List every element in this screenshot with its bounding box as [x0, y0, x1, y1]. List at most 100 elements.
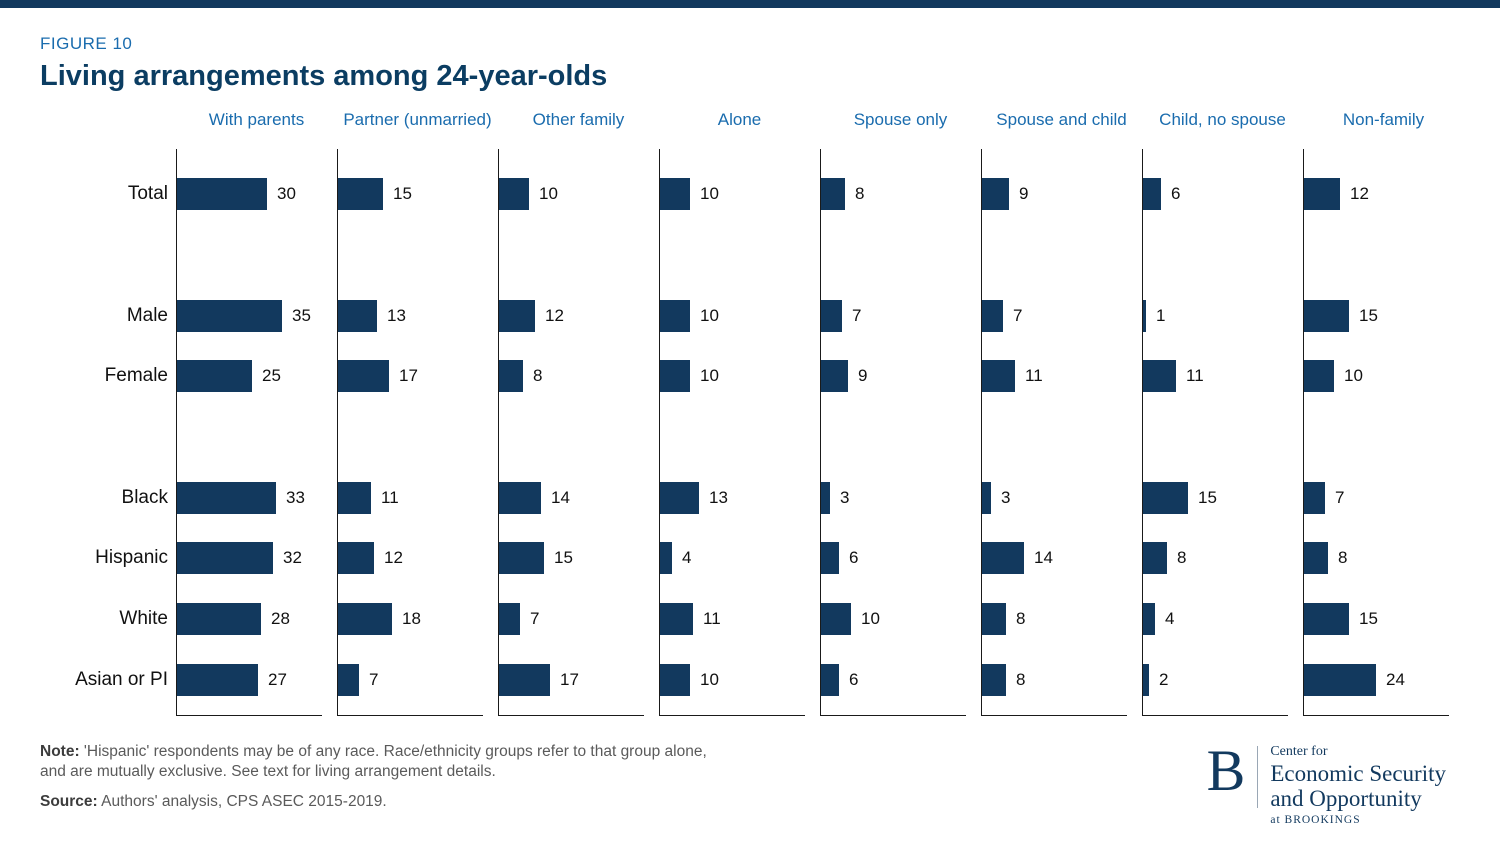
bar [660, 178, 690, 210]
bar [499, 664, 550, 696]
bar [1143, 482, 1188, 514]
bar [660, 542, 672, 574]
bar-value: 17 [560, 670, 579, 689]
bar-value: 9 [858, 366, 868, 385]
source-body: Authors' analysis, CPS ASEC 2015-2019. [101, 793, 387, 811]
bar-value: 10 [1344, 366, 1363, 385]
bar-value: 7 [852, 306, 862, 325]
bar-value: 7 [1013, 306, 1023, 325]
bar-value: 15 [1198, 488, 1217, 507]
mini-chart: Alone 10 10 10 13 4 11 10 [659, 109, 820, 716]
bar-value: 28 [271, 609, 290, 628]
bar-value: 8 [1177, 548, 1187, 567]
bar-value: 13 [387, 306, 406, 325]
figure-footer: Note: 'Hispanic' respondents may be of a… [40, 742, 1464, 827]
bar [499, 360, 523, 392]
mini-chart: Non-family 12 15 10 7 8 15 24 [1303, 109, 1464, 716]
note-label: Note: [40, 743, 80, 760]
bar-value: 10 [539, 184, 558, 203]
bar-value: 10 [700, 670, 719, 689]
bar [338, 603, 392, 635]
bar [982, 542, 1024, 574]
bar [982, 360, 1015, 392]
bar [177, 603, 261, 635]
bar-value: 27 [268, 670, 287, 689]
bar [499, 603, 520, 635]
source-text: Source: Authors' analysis, CPS ASEC 2015… [40, 792, 730, 812]
chart-plot-area: 8 7 9 3 6 10 6 [820, 149, 966, 716]
bar-value: 3 [1001, 488, 1011, 507]
row-label: White [119, 608, 168, 629]
bar [1304, 482, 1325, 514]
row-label: Black [121, 487, 168, 508]
bar-value: 18 [402, 609, 421, 628]
mini-chart: Child, no spouse 6 1 11 15 8 4 2 [1142, 109, 1303, 716]
bar-value: 17 [399, 366, 418, 385]
bar-value: 6 [1171, 184, 1181, 203]
bar [1143, 300, 1146, 332]
bar [177, 360, 252, 392]
bar [982, 482, 991, 514]
logo-economic-security: Economic Security [1270, 761, 1446, 786]
bar-value: 14 [551, 488, 570, 507]
bar-value: 2 [1159, 670, 1169, 689]
bar [821, 360, 848, 392]
brookings-logo: B Center for Economic Security and Oppor… [1207, 742, 1446, 827]
bar-value: 11 [703, 609, 721, 628]
bar [982, 178, 1009, 210]
bar [821, 178, 845, 210]
bar [177, 178, 267, 210]
bar-value: 10 [700, 366, 719, 385]
bar-value: 8 [1016, 670, 1026, 689]
logo-center-for: Center for [1270, 744, 1328, 759]
bar-value: 7 [1335, 488, 1345, 507]
note-body: 'Hispanic' respondents may be of any rac… [40, 743, 707, 781]
bar [660, 664, 690, 696]
bar [338, 542, 374, 574]
bar-value: 24 [1386, 670, 1405, 689]
column-header: Partner (unmarried) [343, 110, 492, 129]
bar-value: 1 [1156, 306, 1166, 325]
bar-value: 11 [1025, 366, 1043, 385]
bar [499, 178, 529, 210]
bar-value: 10 [700, 184, 719, 203]
bar [338, 482, 371, 514]
bar-value: 15 [1359, 609, 1378, 628]
column-header: Other family [532, 110, 625, 129]
bar [177, 300, 282, 332]
page-title: Living arrangements among 24-year-olds [40, 60, 608, 92]
bar [1304, 178, 1340, 210]
column-header: Alone [717, 110, 762, 129]
chart-plot-area: 9 7 11 3 14 8 8 [981, 149, 1127, 716]
bar [499, 300, 535, 332]
bar-value: 15 [1359, 306, 1378, 325]
note-text: Note: 'Hispanic' respondents may be of a… [40, 742, 730, 782]
column-header: Child, no spouse [1159, 110, 1286, 129]
bar-value: 9 [1019, 184, 1029, 203]
bar [1143, 603, 1155, 635]
notes-block: Note: 'Hispanic' respondents may be of a… [40, 742, 730, 822]
bar-value: 32 [283, 548, 302, 567]
chart-plot-area: 10 10 10 13 4 11 10 [659, 149, 805, 716]
bar-value: 30 [277, 184, 296, 203]
column-header: Spouse and child [996, 110, 1127, 129]
bar-value: 7 [369, 670, 379, 689]
bar-value: 11 [1186, 366, 1204, 385]
bar [338, 178, 383, 210]
bar-value: 15 [554, 548, 573, 567]
bar-value: 12 [545, 306, 564, 325]
top-accent-bar [0, 0, 1500, 8]
column-header: Non-family [1342, 110, 1425, 129]
chart-columns: With parents 30 35 25 33 32 28 27 Partner (unmar… [176, 109, 1464, 716]
bar [982, 300, 1003, 332]
bar [177, 542, 273, 574]
row-label: Total [127, 183, 168, 204]
bar [177, 482, 276, 514]
figure-number: FIGURE 10 [40, 34, 133, 53]
bar-value: 25 [262, 366, 281, 385]
bar-value: 8 [533, 366, 543, 385]
mini-chart: Partner (unmarried) 15 13 17 11 12 18 7 [337, 109, 498, 716]
bar [338, 664, 359, 696]
bar [982, 603, 1006, 635]
column-header: Spouse only [853, 110, 948, 129]
